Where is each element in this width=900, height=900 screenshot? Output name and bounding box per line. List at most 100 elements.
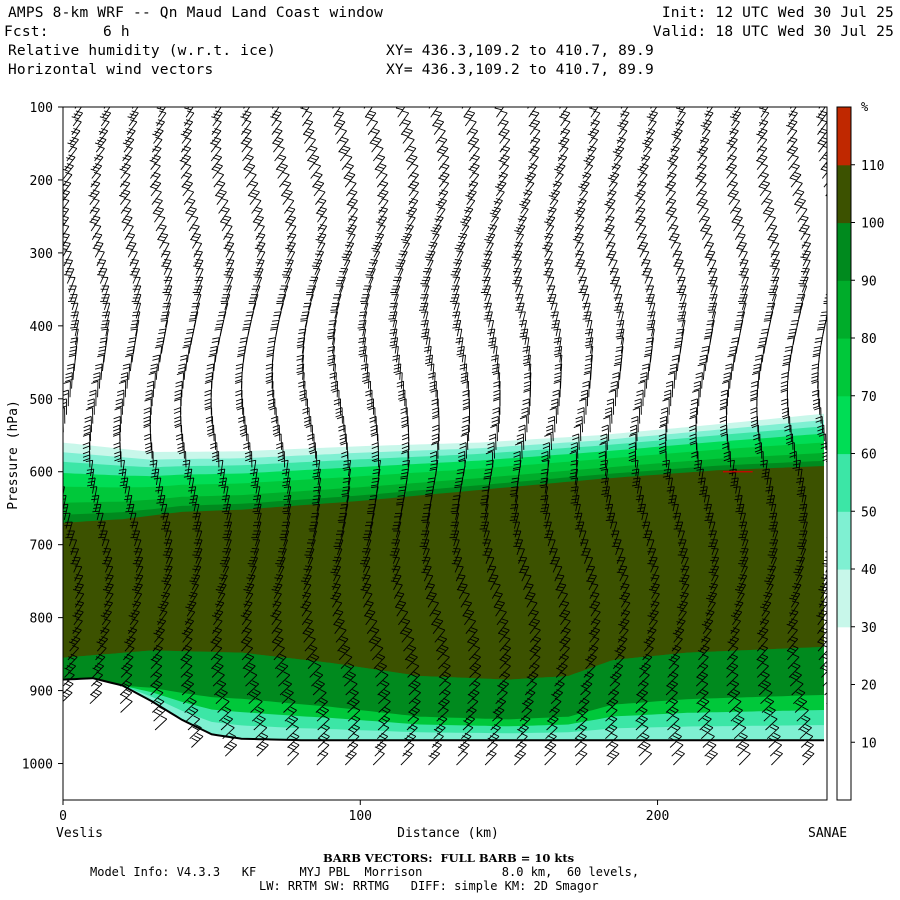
wind-barb [211, 656, 223, 670]
barb-feather [157, 498, 165, 501]
barb-feather [609, 691, 617, 696]
wind-barb [436, 200, 447, 214]
barb-feather [470, 627, 478, 631]
barb-feather [637, 247, 645, 250]
field-name-wind: Horizontal wind vectors [8, 62, 214, 78]
barb-feather [74, 119, 82, 123]
wind-barb [393, 539, 401, 556]
wind-barb [362, 575, 371, 591]
barb-feather [639, 667, 646, 672]
barb-feather [156, 636, 164, 640]
barb-feather [367, 507, 375, 509]
barb-feather [282, 183, 289, 187]
barb-feather [612, 750, 620, 755]
barb-feather [124, 354, 133, 358]
barb-feather [290, 735, 297, 740]
wind-barb [677, 521, 684, 538]
barb-feather [620, 612, 628, 616]
barb-feather [677, 119, 685, 123]
wind-barb [332, 320, 337, 337]
barb-feather [425, 574, 433, 577]
wind-barb [701, 121, 712, 135]
barb-feather [573, 424, 581, 429]
wind-barb [105, 575, 114, 591]
wind-barb [105, 566, 114, 582]
wind-barb [182, 121, 194, 135]
barb-feather [588, 632, 596, 636]
barb-feather [252, 189, 260, 193]
barb-feather [631, 472, 639, 475]
wind-barb [347, 460, 352, 477]
barb-feather [547, 735, 555, 740]
barb-feather [550, 192, 558, 196]
barb-feather [178, 450, 186, 455]
barb-feather [271, 323, 279, 326]
barb-feather [464, 600, 472, 604]
wind-barb [317, 234, 327, 249]
barb-feather [616, 547, 624, 550]
barb-feather [93, 372, 101, 376]
wind-barb [702, 736, 715, 748]
barb-feather [215, 644, 223, 649]
barb-feather [185, 212, 193, 216]
barb-feather [106, 591, 114, 595]
barb-feather [188, 96, 195, 98]
wind-barb [164, 311, 170, 328]
wind-barb [64, 665, 77, 678]
barb-feather [467, 142, 475, 146]
wind-barb [73, 355, 77, 372]
wind-barb [407, 709, 421, 722]
barb-feather [615, 354, 623, 358]
barb-feather [462, 735, 469, 740]
barb-feather [413, 671, 421, 676]
wind-barb [516, 727, 529, 740]
barb-feather [70, 653, 78, 658]
wind-barb [606, 744, 619, 757]
barb-feather [270, 116, 278, 120]
barb-feather [607, 717, 615, 722]
wind-barb [271, 363, 274, 380]
barb-feather [486, 319, 494, 322]
wind-barb [498, 165, 510, 179]
barb-feather [53, 458, 60, 460]
barb-feather [442, 154, 449, 158]
barb-feather [152, 673, 160, 678]
barb-feather [396, 262, 404, 265]
barb-feather [68, 656, 75, 661]
barb-feather [235, 401, 243, 406]
barb-feather [95, 232, 102, 236]
wind-barb [332, 107, 335, 109]
barb-feather [700, 124, 708, 128]
wind-barb [728, 130, 739, 144]
barb-feather [636, 720, 643, 725]
barb-feather [254, 689, 261, 694]
wind-barb [129, 251, 138, 267]
barb-feather [547, 415, 555, 420]
barb-feather [427, 99, 434, 101]
wind-barb [590, 593, 600, 608]
barb-feather [491, 370, 499, 374]
wind-barb [286, 504, 292, 521]
wind-barb [342, 260, 351, 275]
wind-barb [371, 647, 384, 661]
barb-feather [544, 235, 552, 239]
barb-feather [552, 183, 560, 187]
barb-feather [157, 238, 165, 242]
barb-feather [491, 354, 499, 358]
barb-feather [502, 680, 509, 685]
barb-feather [453, 267, 461, 270]
wind-barb [72, 620, 83, 634]
barb-feather [456, 250, 464, 253]
barb-feather [443, 697, 450, 702]
wind-barb [697, 701, 710, 713]
wind-barb [527, 665, 540, 678]
barb-feather [440, 174, 448, 178]
barb-feather [518, 424, 526, 429]
barb-feather [708, 102, 715, 104]
barb-feather [273, 629, 281, 634]
barb-feather [560, 612, 568, 616]
wind-barb [271, 121, 282, 135]
barb-feather [343, 145, 351, 149]
barb-feather [639, 165, 647, 170]
barb-feather [583, 372, 591, 376]
